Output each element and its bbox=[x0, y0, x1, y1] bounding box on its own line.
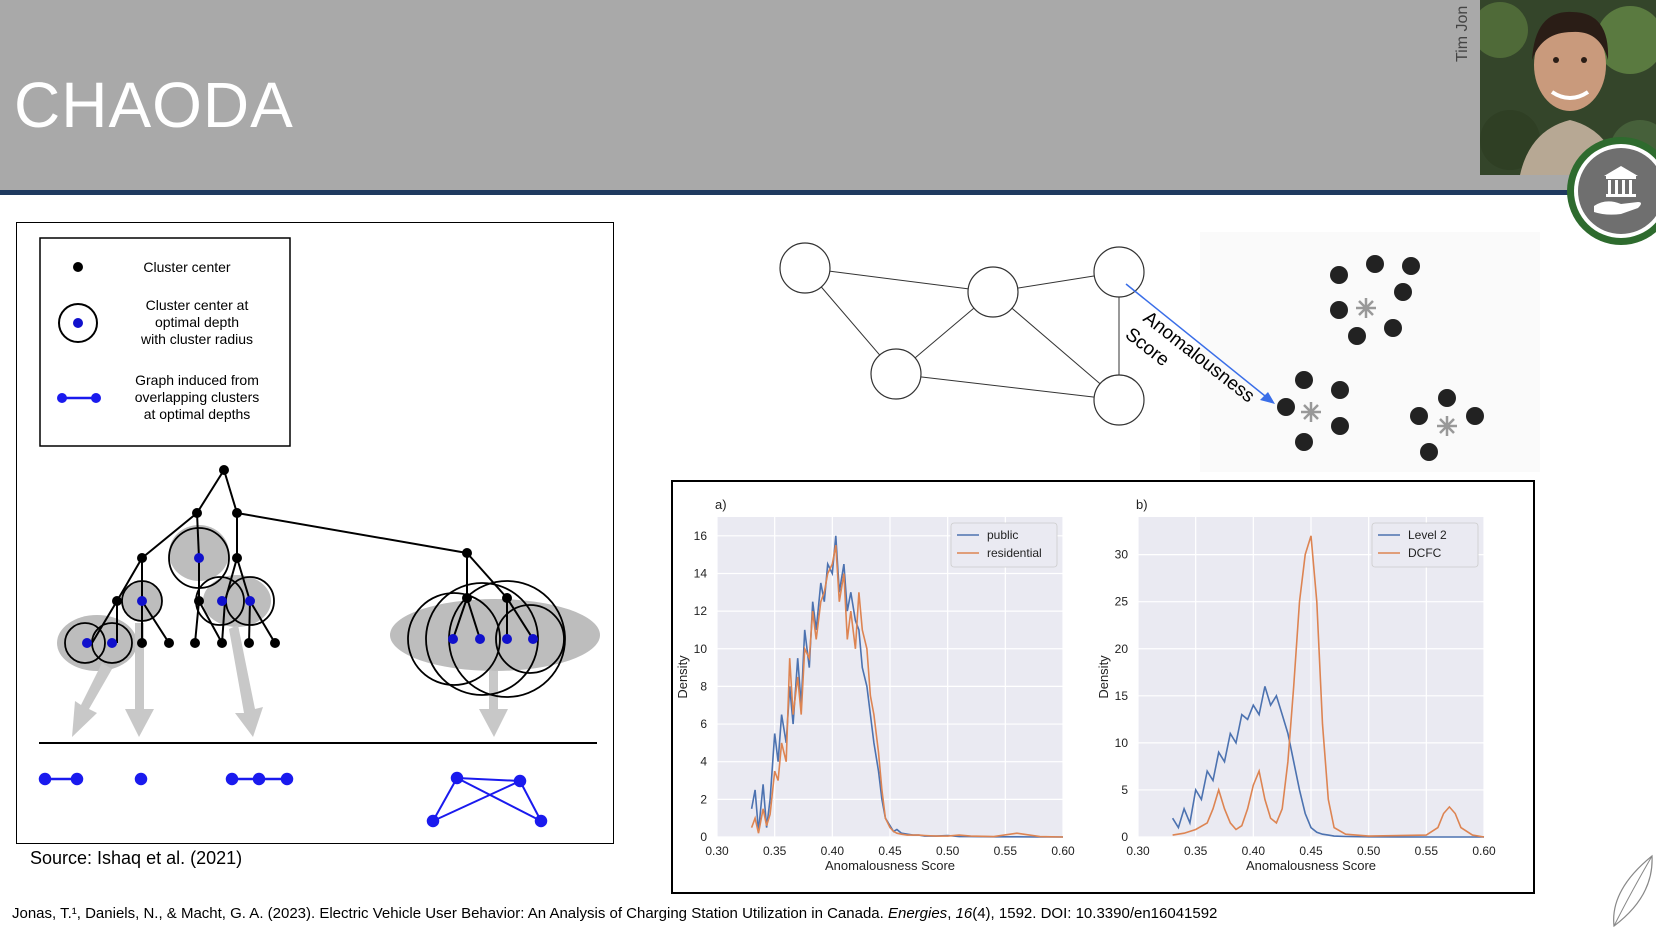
x-tick-label: 0.60 bbox=[1472, 844, 1496, 858]
series-line-level-2 bbox=[1171, 686, 1484, 838]
slide-title: CHAODA bbox=[14, 69, 294, 141]
legend-item-cluster-center: Cluster center bbox=[143, 259, 230, 275]
y-tick-label: 6 bbox=[700, 717, 707, 731]
x-tick-label: 0.60 bbox=[1051, 844, 1075, 858]
legend-item-graph-3: at optimal depths bbox=[144, 406, 251, 422]
y-tick-label: 15 bbox=[1115, 689, 1129, 703]
y-tick-label: 0 bbox=[1121, 830, 1128, 844]
legend-item-optimal-1: Cluster center at bbox=[146, 297, 249, 313]
legend-item-graph-1: Graph induced from bbox=[135, 372, 259, 388]
x-axis-label: Anomalousness Score bbox=[825, 858, 955, 873]
legend-box bbox=[950, 522, 1058, 568]
y-tick-label: 8 bbox=[700, 679, 707, 693]
cluster-tree bbox=[38, 465, 600, 828]
density-charts: 0.30 0.35 0.40 0.45 0.50 0.55 0.60 0 2 4 6 8 10 12 14 1… bbox=[671, 480, 1535, 894]
y-axis-label: Density bbox=[1096, 655, 1111, 699]
x-tick-label: 0.55 bbox=[994, 844, 1018, 858]
cluster-radius-icon bbox=[58, 303, 98, 343]
x-tick-label: 0.35 bbox=[763, 844, 787, 858]
y-tick-label: 2 bbox=[700, 792, 707, 806]
citation-issue: (4), 1592. DOI: 10.3390/en16041592 bbox=[972, 905, 1218, 922]
citation-volume: 16 bbox=[955, 905, 973, 922]
y-tick-label: 30 bbox=[1115, 548, 1129, 562]
graph-nodes bbox=[779, 242, 1145, 426]
institution-logo-badge bbox=[1566, 136, 1656, 246]
panel-label: a) bbox=[715, 497, 727, 512]
legend-entry: DCFC bbox=[1408, 546, 1442, 560]
x-tick-label: 0.55 bbox=[1415, 844, 1439, 858]
cluster-tree-figure: Cluster center Cluster center at optimal… bbox=[16, 222, 614, 844]
scatter-points bbox=[1277, 255, 1484, 461]
y-tick-label: 4 bbox=[700, 755, 707, 769]
x-tick-label: 0.40 bbox=[821, 844, 845, 858]
citation-authors: Jonas, T.¹, Daniels, N., & Macht, G. A. … bbox=[12, 905, 888, 922]
y-tick-label: 5 bbox=[1121, 783, 1128, 797]
header-rule bbox=[0, 190, 1656, 195]
y-tick-label: 0 bbox=[700, 830, 707, 844]
x-tick-label: 0.50 bbox=[1357, 844, 1381, 858]
cluster-center-icon bbox=[73, 262, 83, 272]
citation-journal: Energies bbox=[887, 905, 948, 922]
legend-box bbox=[1371, 522, 1479, 568]
legend-item-optimal-3: with cluster radius bbox=[140, 331, 253, 347]
y-tick-label: 16 bbox=[694, 529, 708, 543]
legend-item-graph-2: overlapping clusters bbox=[135, 389, 260, 405]
x-tick-label: 0.45 bbox=[1299, 844, 1323, 858]
y-axis-label: Density bbox=[675, 655, 690, 699]
y-tick-label: 10 bbox=[1115, 736, 1129, 750]
panel-label: b) bbox=[1136, 497, 1148, 512]
x-tick-label: 0.35 bbox=[1184, 844, 1208, 858]
slide-header: CHAODA bbox=[0, 0, 1656, 195]
anomaly-score-diagram: Anomalousness Score bbox=[770, 232, 1540, 472]
x-tick-label: 0.30 bbox=[705, 844, 729, 858]
x-tick-label: 0.40 bbox=[1242, 844, 1266, 858]
presenter-name: Tim Jon bbox=[1454, 5, 1471, 62]
leaf-icon bbox=[1608, 850, 1656, 928]
series-line-dcfc bbox=[1172, 535, 1485, 838]
y-tick-label: 12 bbox=[694, 604, 708, 618]
x-axis-label: Anomalousness Score bbox=[1246, 858, 1376, 873]
figure-legend: Cluster center Cluster center at optimal… bbox=[39, 237, 291, 447]
citation: Jonas, T.¹, Daniels, N., & Macht, G. A. … bbox=[12, 905, 1217, 922]
x-tick-label: 0.30 bbox=[1126, 844, 1150, 858]
series-line-residential bbox=[750, 545, 1064, 838]
centroid-markers bbox=[1301, 298, 1457, 436]
y-tick-label: 14 bbox=[694, 566, 708, 580]
citation-sep: , bbox=[947, 905, 956, 922]
score-arrow bbox=[1125, 283, 1271, 401]
x-tick-label: 0.50 bbox=[936, 844, 960, 858]
y-tick-label: 10 bbox=[694, 642, 708, 656]
y-tick-label: 20 bbox=[1115, 642, 1129, 656]
legend-item-optimal-2: optimal depth bbox=[155, 314, 239, 330]
x-tick-label: 0.45 bbox=[878, 844, 902, 858]
y-tick-label: 25 bbox=[1115, 595, 1129, 609]
legend-entry: Level 2 bbox=[1408, 528, 1447, 542]
legend-entry: public bbox=[987, 528, 1018, 542]
figure-source: Source: Ishaq et al. (2021) bbox=[30, 848, 243, 868]
legend-entry: residential bbox=[987, 546, 1042, 560]
